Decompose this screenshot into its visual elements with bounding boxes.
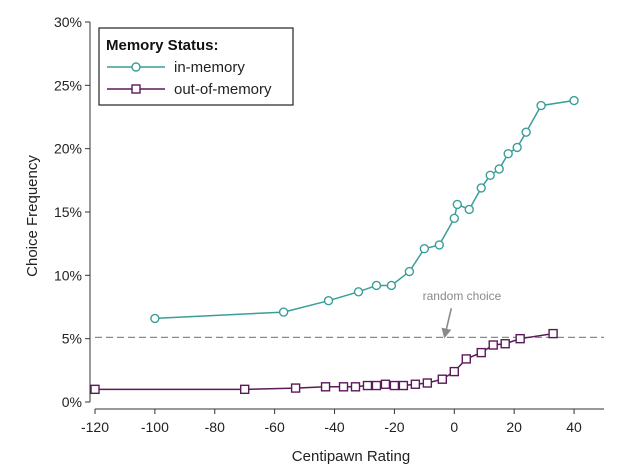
data-point-out-of-memory — [290, 383, 301, 393]
data-point-in-memory — [536, 100, 546, 111]
y-tick-label: 15% — [54, 204, 82, 220]
data-point-in-memory — [150, 313, 160, 324]
legend: Memory Status: in-memory out-of-memory — [98, 27, 294, 106]
data-point-in-memory — [503, 149, 513, 159]
data-point-in-memory — [569, 95, 579, 106]
data-point-in-memory — [323, 295, 334, 306]
series-in-memory — [150, 95, 579, 324]
y-axis-title: Choice Frequency — [24, 155, 41, 277]
data-point-in-memory — [521, 127, 531, 137]
x-tick-label: 40 — [566, 419, 582, 435]
data-point-in-memory — [494, 164, 504, 174]
data-point-out-of-memory — [240, 384, 250, 395]
x-tick-label: -40 — [324, 419, 344, 435]
data-point-out-of-memory — [500, 339, 510, 349]
data-point-out-of-memory — [380, 379, 391, 389]
y-tick-label: 0% — [62, 394, 82, 410]
x-tick-label: -80 — [205, 419, 225, 435]
data-point-out-of-memory — [398, 380, 409, 391]
data-point-in-memory — [512, 142, 522, 153]
data-point-in-memory — [452, 199, 462, 210]
data-point-in-memory — [278, 307, 289, 317]
data-point-out-of-memory — [362, 380, 373, 391]
data-point-out-of-memory — [437, 374, 448, 384]
x-tick-label: -60 — [265, 419, 285, 435]
x-axis-ticks: -120 -100 -80 -60 -40 -20 0 20 40 — [81, 409, 582, 435]
data-point-out-of-memory — [476, 347, 486, 358]
data-point-in-memory — [485, 170, 495, 180]
reference-line-label: random choice — [423, 289, 502, 303]
legend-entries: in-memory out-of-memory — [107, 59, 272, 98]
y-tick-label: 20% — [54, 141, 82, 157]
legend-title: Memory Status: — [106, 37, 219, 54]
legend-label-out-of-memory: out-of-memory — [174, 81, 272, 98]
data-point-in-memory — [404, 266, 415, 277]
x-tick-label: 20 — [506, 419, 522, 435]
data-point-out-of-memory — [548, 328, 558, 339]
data-point-in-memory — [464, 204, 474, 215]
series-layer — [90, 95, 579, 395]
data-point-out-of-memory — [320, 382, 331, 392]
data-point-out-of-memory — [90, 384, 100, 395]
data-point-in-memory — [419, 244, 430, 254]
legend-label-in-memory: in-memory — [174, 59, 245, 76]
x-tick-label: -120 — [81, 419, 109, 435]
data-point-out-of-memory — [422, 378, 433, 388]
y-tick-label: 5% — [62, 331, 82, 347]
data-point-out-of-memory — [338, 382, 349, 392]
y-tick-label: 30% — [54, 14, 82, 30]
data-point-in-memory — [371, 280, 382, 291]
random-choice-arrow — [441, 308, 453, 339]
data-point-out-of-memory — [515, 333, 525, 344]
x-axis-title: Centipawn Rating — [292, 448, 410, 465]
x-tick-label: -20 — [384, 419, 404, 435]
data-point-out-of-memory — [389, 380, 400, 391]
data-point-out-of-memory — [371, 380, 382, 391]
data-point-in-memory — [434, 240, 445, 250]
axes: -120 -100 -80 -60 -40 -20 0 20 40 0% 5% 10% 15% 20% 2… — [54, 14, 604, 435]
data-point-out-of-memory — [410, 379, 421, 389]
legend-swatch-marker — [131, 84, 141, 94]
series-out-of-memory — [90, 328, 558, 395]
y-tick-label: 25% — [54, 77, 82, 93]
y-axis-ticks: 0% 5% 10% 15% 20% 25% 30% — [54, 14, 90, 410]
data-point-out-of-memory — [350, 382, 361, 392]
data-point-in-memory — [476, 183, 486, 193]
x-tick-label: -100 — [141, 419, 169, 435]
y-tick-label: 10% — [54, 267, 82, 283]
data-point-out-of-memory — [488, 340, 498, 350]
data-point-in-memory — [386, 280, 397, 291]
data-point-in-memory — [449, 213, 459, 224]
data-point-out-of-memory — [461, 354, 471, 364]
legend-swatch-marker — [131, 62, 141, 72]
x-tick-label: 0 — [450, 419, 458, 435]
data-point-out-of-memory — [449, 366, 459, 377]
data-point-in-memory — [353, 287, 364, 297]
